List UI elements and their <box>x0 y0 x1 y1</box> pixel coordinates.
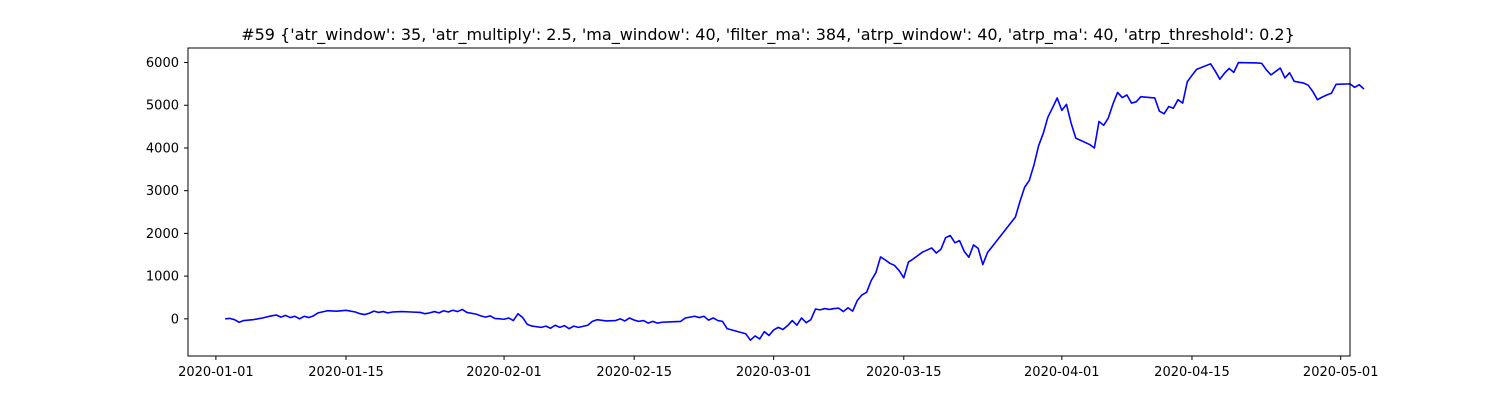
x-tick-label: 2020-02-01 <box>466 365 542 380</box>
x-tick-label: 2020-01-15 <box>308 365 384 380</box>
y-tick-label: 4000 <box>146 141 179 156</box>
y-tick-label: 5000 <box>146 99 179 114</box>
y-tick-label: 3000 <box>146 184 179 199</box>
chart-title: #59 {'atr_window': 35, 'atr_multiply': 2… <box>241 25 1295 45</box>
x-tick-label: 2020-03-01 <box>736 365 812 380</box>
y-tick-label: 1000 <box>146 270 179 285</box>
y-tick-label: 2000 <box>146 227 179 242</box>
x-axis-ticks: 2020-01-01 2020-01-15 2020-02-01 2020-02-15… <box>178 356 1378 380</box>
x-tick-label: 2020-04-01 <box>1024 365 1100 380</box>
x-tick-label: 2020-05-01 <box>1303 365 1379 380</box>
x-tick-label: 2020-04-15 <box>1154 365 1230 380</box>
x-tick-label: 2020-01-01 <box>178 365 254 380</box>
x-tick-label: 2020-03-15 <box>866 365 942 380</box>
y-tick-label: 6000 <box>146 56 179 71</box>
x-tick-label: 2020-02-15 <box>596 365 672 380</box>
y-tick-label: 0 <box>171 312 179 327</box>
series-line <box>225 61 1365 341</box>
y-axis-ticks: 0 1000 2000 3000 4000 5000 6000 <box>146 56 188 327</box>
plot-frame <box>187 47 1351 357</box>
